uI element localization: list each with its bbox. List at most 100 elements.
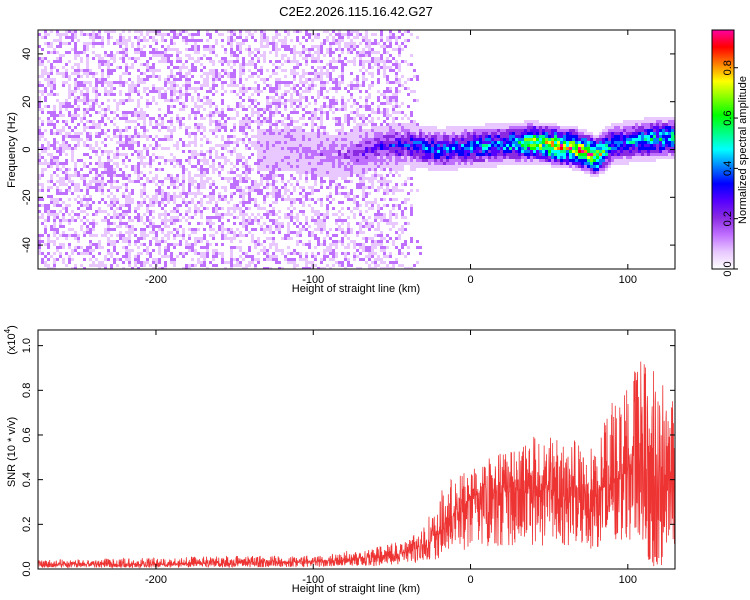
spectrogram-cell xyxy=(65,255,68,258)
spectrogram-cell xyxy=(140,135,143,138)
spectrogram-cell xyxy=(257,195,260,198)
spectrogram-cell xyxy=(230,252,233,255)
spectrogram-cell xyxy=(155,93,158,96)
spectrogram-cell xyxy=(233,186,236,189)
spectrogram-cell xyxy=(170,120,173,123)
spectrogram-cell xyxy=(200,126,203,129)
spectrogram-cell xyxy=(269,183,272,186)
spectrogram-cell xyxy=(104,234,107,237)
spectrogram-cell xyxy=(278,90,281,93)
spectrogram-cell xyxy=(233,264,236,267)
spectrogram-cell xyxy=(344,87,347,90)
spectrogram-cell xyxy=(323,249,326,252)
spectrogram-cell xyxy=(140,177,143,180)
spectrogram-cell xyxy=(284,168,287,171)
spectrogram-cell xyxy=(158,138,161,141)
spectrogram-cell xyxy=(236,183,239,186)
spectrogram-cell xyxy=(137,216,140,219)
spectrogram-cell xyxy=(110,207,113,210)
spectrogram-cell xyxy=(311,66,314,69)
spectrogram-cell xyxy=(149,159,152,162)
spectrogram-cell xyxy=(305,162,308,165)
spectrogram-cell xyxy=(182,252,185,255)
spectrogram-cell xyxy=(263,252,266,255)
spectrogram-cell xyxy=(140,39,143,42)
spectrogram-cell xyxy=(83,249,86,252)
spectrogram-cell xyxy=(248,216,251,219)
spectrogram-cell xyxy=(275,174,278,177)
spectrogram-cell xyxy=(86,135,89,138)
spectrogram-cell xyxy=(182,255,185,258)
spectrogram-cell xyxy=(143,174,146,177)
spectrogram-cell xyxy=(62,246,65,249)
spectrogram-cell xyxy=(305,216,308,219)
spectrogram-cell xyxy=(275,156,278,159)
spectrogram-cell xyxy=(128,141,131,144)
spectrogram-cell xyxy=(224,120,227,123)
spectrogram-cell xyxy=(77,105,80,108)
spectrogram-cell xyxy=(68,36,71,39)
spectrogram-cell xyxy=(107,153,110,156)
spectrogram-cell xyxy=(242,180,245,183)
spectrogram-cell xyxy=(302,111,305,114)
spectrogram-cell xyxy=(281,63,284,66)
spectrogram-cell xyxy=(50,48,53,51)
spectrogram-cell xyxy=(119,225,122,228)
spectrogram-cell xyxy=(272,183,275,186)
spectrogram-cell xyxy=(65,36,68,39)
spectrogram-cell xyxy=(176,147,179,150)
spectrogram-cell xyxy=(50,225,53,228)
spectrogram-cell xyxy=(170,159,173,162)
spectrogram-cell xyxy=(296,156,299,159)
spectrogram-cell xyxy=(320,204,323,207)
spectrogram-cell xyxy=(194,156,197,159)
spectrogram-cell xyxy=(47,189,50,192)
spectrogram-cell xyxy=(188,150,191,153)
spectrogram-cell xyxy=(182,108,185,111)
spectrogram-cell xyxy=(47,114,50,117)
spectrogram-cell xyxy=(182,243,185,246)
spectrogram-cell xyxy=(113,81,116,84)
spectrogram-cell xyxy=(107,213,110,216)
spectrogram-cell xyxy=(224,165,227,168)
spectrogram-cell xyxy=(38,90,41,93)
spectrogram-cell xyxy=(119,90,122,93)
spectrogram-cell xyxy=(278,66,281,69)
spectrogram-cell xyxy=(305,126,308,129)
spectrogram-cell xyxy=(158,54,161,57)
spectrogram-cell xyxy=(347,153,350,156)
spectrogram-cell xyxy=(338,135,341,138)
spectrogram-cell xyxy=(200,183,203,186)
spectrogram-cell xyxy=(323,156,326,159)
spectrogram-cell xyxy=(278,174,281,177)
spectrogram-cell xyxy=(302,72,305,75)
spectrogram-cell xyxy=(173,204,176,207)
spectrogram-cell xyxy=(137,57,140,60)
spectrogram-cell xyxy=(269,258,272,261)
spectrogram-cell xyxy=(218,144,221,147)
spectrogram-cell xyxy=(311,33,314,36)
spectrogram-cell xyxy=(209,237,212,240)
spectrogram-cell xyxy=(125,228,128,231)
spectrogram-cell xyxy=(296,198,299,201)
spectrogram-cell xyxy=(323,138,326,141)
spectrogram-cell xyxy=(230,108,233,111)
spectrogram-cell xyxy=(122,81,125,84)
spectrogram-cell xyxy=(350,48,353,51)
spectrogram-cell xyxy=(194,249,197,252)
spectrogram-cell xyxy=(131,231,134,234)
spectrogram-cell xyxy=(170,243,173,246)
spectrogram-cell xyxy=(236,216,239,219)
spectrogram-cell xyxy=(266,183,269,186)
spectrogram-cell xyxy=(293,261,296,264)
spectrogram-cell xyxy=(341,240,344,243)
spectrogram-cell xyxy=(188,267,191,269)
spectrogram-cell xyxy=(101,114,104,117)
spectrogram-cell xyxy=(170,78,173,81)
spectrogram-cell xyxy=(65,141,68,144)
spectrogram-cell xyxy=(146,195,149,198)
spectrogram-cell xyxy=(62,54,65,57)
spectrogram-cell xyxy=(296,138,299,141)
spectrogram-cell xyxy=(131,168,134,171)
spectrogram-cell xyxy=(95,243,98,246)
